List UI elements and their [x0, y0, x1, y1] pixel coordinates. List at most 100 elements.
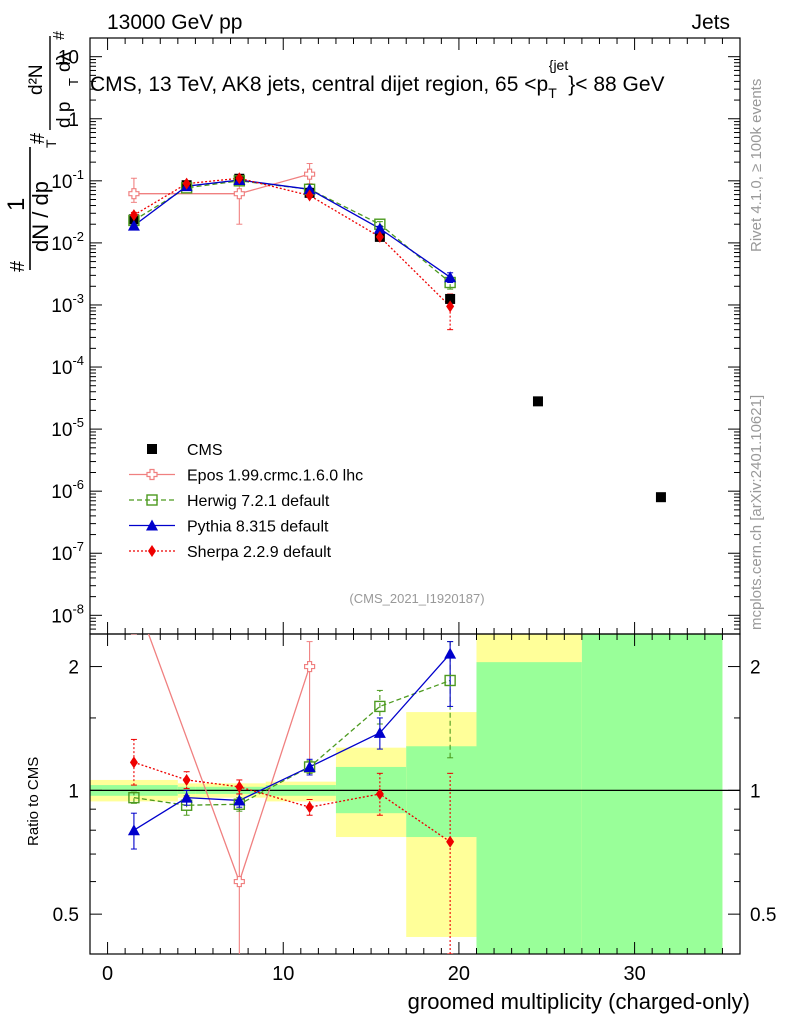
- legend-label-sherpa: Sherpa 2.2.9 default: [187, 544, 332, 561]
- y-tick-mantissa: 10: [51, 420, 72, 441]
- ylabel-one: 1: [3, 198, 30, 211]
- ratio-point-pythia: [303, 760, 316, 772]
- title-tail: }< 88 GeV: [568, 73, 664, 96]
- ratio-point-herwig: [374, 700, 386, 713]
- markers-pythia: [127, 174, 457, 836]
- mcplots-watermark: mcplots.cern.ch [arXiv:2401.10621]: [748, 394, 765, 630]
- data-point-pythia: [127, 219, 140, 231]
- data-point-sherpa: [375, 230, 384, 243]
- legend-marker-sherpa: [148, 545, 156, 557]
- series-line-epos: [133, 173, 310, 195]
- y-tick-label: 10: [58, 48, 79, 69]
- legend-marker-pythia: [146, 519, 158, 531]
- y-tick-label: 10-7: [51, 539, 84, 565]
- data-point-sherpa: [446, 300, 455, 313]
- y-tick-exponent: -7: [72, 539, 84, 554]
- series-line-sherpa: [133, 177, 451, 307]
- y-tick-exponent: -6: [72, 477, 84, 492]
- series-layer: [127, 163, 666, 954]
- ratio-point-sherpa: [235, 780, 244, 793]
- legend-item-pythia: Pythia 8.315 default: [129, 519, 329, 536]
- header-right: Jets: [691, 11, 730, 34]
- ratio-line-herwig: [133, 679, 451, 806]
- y-tick-label: 10-2: [51, 229, 84, 255]
- series-line-pythia: [133, 179, 451, 278]
- legend-marker-herwig: [146, 494, 158, 506]
- y-tick-exponent: -5: [72, 415, 84, 430]
- y-tick-mantissa: 10: [51, 172, 72, 193]
- series-line-herwig: [133, 180, 451, 284]
- y-tick-mantissa: 10: [51, 606, 72, 627]
- ratio-point-epos: [303, 660, 316, 673]
- legend-marker-epos: [146, 468, 158, 481]
- y-tick-mantissa: 10: [51, 482, 72, 503]
- data-point-sherpa: [305, 189, 314, 202]
- data-point-sherpa: [129, 209, 138, 222]
- x-tick-label: 0: [102, 963, 113, 985]
- legend-item-herwig: Herwig 7.2.1 default: [129, 493, 330, 510]
- x-tick-label: 10: [272, 963, 294, 985]
- ratio-frame: [89, 633, 741, 955]
- data-point-pythia: [373, 222, 386, 234]
- header-left: 13000 GeV pp: [107, 11, 242, 34]
- ratio-point-sherpa: [305, 801, 314, 814]
- ratio-band-green: [581, 634, 723, 954]
- data-point-cms: [655, 492, 666, 503]
- legend: CMS Epos 1.99.crmc.1.6.0 lhc Herwig 7.2.1 …: [129, 442, 363, 561]
- y-tick-exponent: -4: [72, 353, 84, 368]
- data-point-sherpa: [182, 177, 191, 190]
- ratio-point-sherpa: [375, 787, 384, 800]
- x-tick-label: 20: [448, 963, 470, 985]
- ratio-point-herwig: [128, 791, 140, 804]
- legend-label-pythia: Pythia 8.315 default: [187, 519, 329, 536]
- y-tick-exponent: -8: [72, 601, 84, 616]
- y-tick-mantissa: 10: [51, 234, 72, 255]
- title-sup: {jet: [549, 57, 569, 73]
- y-tick-label: 1: [68, 110, 79, 131]
- ratio-point-herwig: [444, 674, 456, 687]
- legend-marker-cms: [147, 444, 157, 454]
- ratio-tick-label-right: 1: [750, 781, 761, 802]
- series-sherpa: [130, 176, 454, 954]
- ratio-point-sherpa: [446, 835, 455, 848]
- data-point-epos: [303, 168, 316, 180]
- ratio-band-green: [476, 662, 582, 954]
- y-tick-label: 10-8: [51, 601, 84, 627]
- axes: 0 10 20 3010110-110-210-310-410-510-610-710…: [51, 37, 776, 985]
- y-axis-label: 1 # dN / dp T # d²N d p T dλ #: [3, 31, 81, 272]
- ratio-point-pythia: [180, 791, 193, 803]
- y-tick-label: 10-4: [51, 353, 84, 379]
- legend-label-epos: Epos 1.99.crmc.1.6.0 lhc: [187, 468, 363, 485]
- data-point-cms: [445, 293, 456, 304]
- data-point-pythia: [444, 271, 457, 283]
- y-tick-exponent: -1: [72, 167, 84, 182]
- legend-label-herwig: Herwig 7.2.1 default: [187, 493, 330, 510]
- y-tick-label: 10-6: [51, 477, 84, 503]
- data-point-pythia: [303, 183, 316, 195]
- ratio-tick-label: 0.5: [53, 905, 79, 926]
- ratio-band-green: [406, 746, 477, 838]
- ratio-point-epos: [233, 875, 245, 888]
- analysis-id: (CMS_2021_I1920187): [349, 591, 484, 606]
- ylabel-dNdp: dN / dp: [28, 181, 53, 252]
- ratio-line-sherpa: [133, 761, 451, 843]
- ylabel-T: T: [43, 139, 59, 148]
- y-tick-label: 10-1: [51, 167, 84, 193]
- plot-title: CMS, 13 TeV, AK8 jets, central dijet reg…: [90, 57, 665, 101]
- y-tick-exponent: -2: [72, 229, 84, 244]
- markers-sherpa: [129, 172, 455, 848]
- x-tick-label: 30: [623, 963, 645, 985]
- ratio-tick-label-right: 2: [750, 658, 761, 679]
- x-axis-label: groomed multiplicity (charged-only): [408, 989, 750, 1014]
- title-main: CMS, 13 TeV, AK8 jets, central dijet reg…: [90, 73, 548, 96]
- legend-item-epos: Epos 1.99.crmc.1.6.0 lhc: [129, 468, 363, 485]
- ylabel-hash-b: #: [27, 132, 49, 144]
- rivet-watermark: Rivet 4.1.0, ≥ 100k events: [748, 78, 765, 252]
- data-point-epos: [128, 188, 140, 200]
- ratio-point-pythia: [373, 726, 386, 738]
- legend-item-sherpa: Sherpa 2.2.9 default: [129, 544, 332, 561]
- ratio-point-sherpa: [182, 773, 191, 786]
- data-point-epos: [233, 188, 245, 200]
- ratio-line-pythia: [133, 653, 451, 831]
